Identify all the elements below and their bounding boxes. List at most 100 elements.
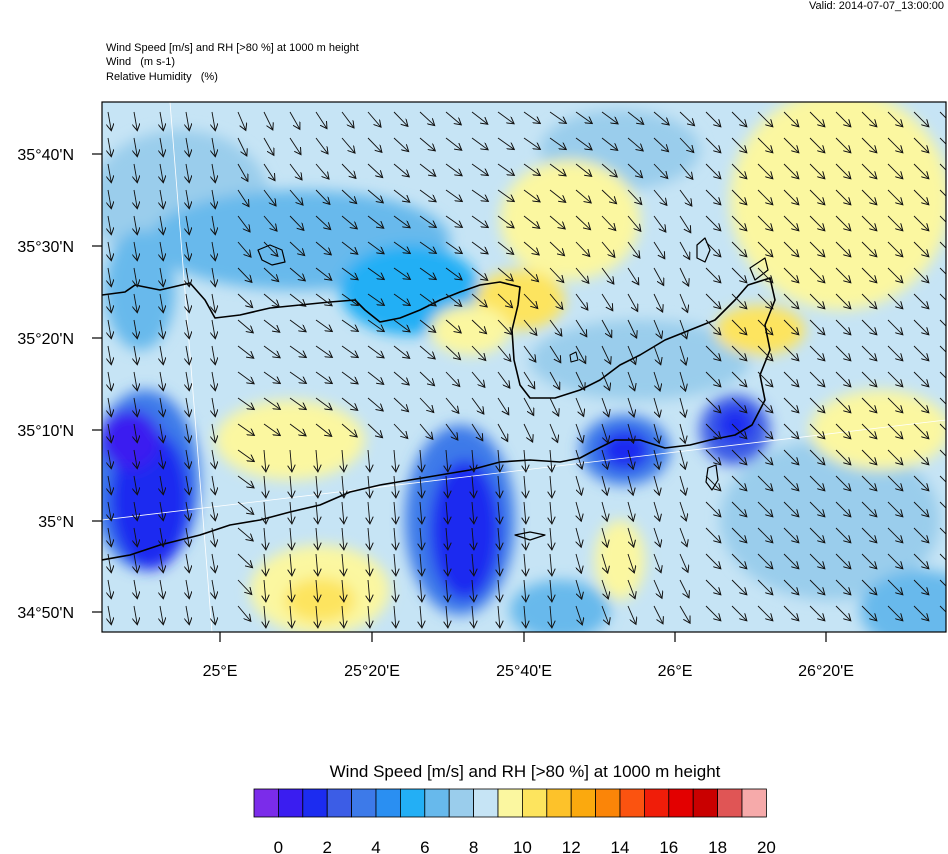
wind-arrow: [263, 163, 274, 180]
wind-arrow: [524, 553, 526, 575]
wind-arrow: [731, 501, 746, 516]
wind-arrow: [601, 163, 616, 176]
wind-arrow: [679, 579, 689, 597]
wind-arrow: [160, 215, 163, 234]
colorbar-swatch: [741, 788, 767, 818]
wind-arrow: [186, 605, 189, 624]
wind-arrow: [445, 137, 461, 150]
wind-arrow: [186, 501, 189, 520]
wind-arrow: [653, 241, 664, 258]
wind-arrow: [315, 189, 329, 204]
wind-arrow: [809, 163, 824, 178]
wind-arrow: [237, 163, 247, 181]
wind-arrow: [497, 215, 513, 227]
wind-arrow: [212, 631, 213, 632]
wind-arrow: [939, 371, 946, 379]
wind-arrow: [237, 423, 254, 435]
wind-arrow: [809, 267, 824, 282]
wind-arrow: [497, 423, 507, 441]
wind-arrow: [290, 527, 292, 549]
wind-arrow: [705, 475, 720, 490]
wind-arrow: [757, 475, 772, 490]
wind-arrow: [575, 319, 586, 336]
wind-arrow: [861, 345, 876, 360]
colorbar-swatch: [595, 788, 621, 818]
wind-arrow: [575, 345, 585, 363]
colorbar-swatch: [277, 788, 304, 818]
wind-arrow: [420, 579, 422, 601]
wind-arrow: [939, 397, 946, 405]
wind-arrow: [212, 553, 215, 572]
wind-arrow: [523, 371, 534, 388]
wind-arrow: [420, 449, 422, 471]
wind-arrow: [601, 345, 610, 363]
wind-arrow: [134, 189, 137, 208]
wind-arrow: [471, 137, 487, 149]
wind-arrow: [263, 267, 278, 281]
wind-arrow: [472, 449, 474, 471]
wind-arrow: [237, 137, 246, 155]
wind-arrow: [679, 319, 686, 338]
wind-arrow: [289, 267, 305, 280]
wind-arrow: [368, 605, 370, 627]
wind-arrow: [134, 371, 137, 390]
wind-arrow: [705, 137, 720, 152]
wind-arrow: [264, 579, 266, 601]
wind-arrow: [497, 267, 512, 280]
wind-arrow: [393, 241, 410, 253]
wind-arrow: [835, 449, 850, 464]
lat-label: 35°10'N: [17, 423, 74, 440]
lat-label: 35°30'N: [17, 239, 74, 256]
wind-arrow: [419, 215, 436, 227]
wind-arrow: [861, 527, 876, 542]
wind-arrow: [212, 215, 215, 234]
wind-arrow: [289, 345, 306, 357]
wind-arrow: [523, 293, 537, 308]
wind-arrow: [212, 111, 215, 130]
wind-arrow: [316, 579, 318, 601]
wind-arrow: [108, 345, 111, 364]
wind-arrow: [186, 163, 189, 182]
wind-arrow: [654, 449, 659, 468]
wind-arrow: [576, 527, 581, 546]
wind-arrow: [393, 215, 409, 227]
wind-arrow: [316, 475, 318, 497]
wind-arrow: [783, 371, 798, 386]
wind-arrow: [835, 241, 850, 256]
wind-arrow: [783, 163, 798, 178]
wind-arrow: [471, 215, 487, 227]
wind-arrow: [471, 163, 488, 175]
wind-arrow: [835, 163, 850, 178]
wind-arrow: [653, 579, 662, 597]
wind-arrow: [264, 475, 266, 497]
wind-arrow: [627, 345, 635, 364]
wind-arrow: [316, 631, 317, 632]
wind-arrow: [913, 345, 928, 360]
wind-arrow: [549, 371, 559, 389]
wind-arrow: [342, 475, 344, 497]
wind-arrow: [289, 163, 301, 179]
wind-vectors: [108, 111, 946, 632]
wind-arrow: [835, 319, 850, 334]
wind-arrow: [394, 579, 396, 601]
wind-arrow: [523, 215, 539, 228]
wind-arrow: [108, 631, 109, 632]
wind-arrow: [108, 553, 111, 572]
wind-arrow: [315, 319, 332, 331]
wind-arrow: [549, 241, 564, 255]
wind-arrow: [575, 137, 591, 149]
wind-arrow: [160, 501, 163, 520]
wind-arrow: [237, 553, 252, 567]
wind-arrow: [523, 137, 540, 149]
wind-arrow: [315, 371, 331, 383]
wind-arrow: [419, 267, 435, 279]
header-rh: Relative Humidity (%): [106, 71, 218, 83]
wind-arrow: [393, 137, 408, 151]
wind-arrow: [887, 605, 902, 620]
wind-arrow: [108, 293, 111, 312]
wind-arrow: [757, 397, 772, 412]
wind-arrow: [809, 449, 824, 464]
wind-arrow: [446, 449, 448, 471]
wind-arrow: [446, 527, 448, 549]
wind-arrow: [705, 501, 720, 516]
